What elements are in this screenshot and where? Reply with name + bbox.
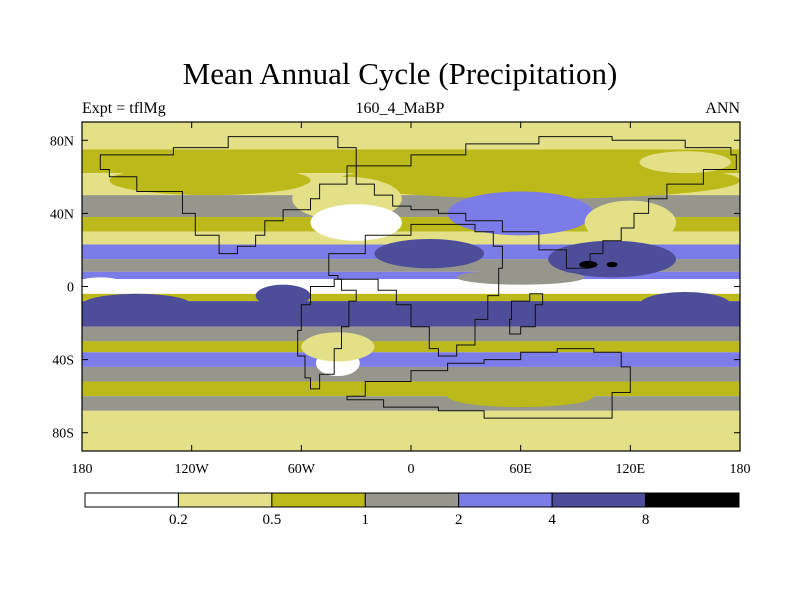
y-tick-label-2: 0 [67,281,74,296]
coastline-5 [509,293,544,335]
season-label: ANN [705,100,740,117]
x-axis: 180 120W 60W 0 60E 120E 180 [72,122,751,477]
precip-patch-12 [255,284,311,307]
precip-band-12 [82,326,740,342]
y-tick-label-0: 80N [50,134,74,149]
y-tick-label-3: 40S [52,354,74,369]
colorbar-swatch-1 [177,492,273,508]
colorbar-label-3: 2 [455,512,463,528]
precip-patch-8 [579,260,598,269]
y-tick-label-4: 80S [52,427,74,442]
precip-band-8 [82,271,740,280]
coastline-4 [346,348,631,419]
colorbar-swatch-0 [84,492,179,508]
precip-patch-15 [447,385,594,408]
precip-patch-13 [639,291,731,318]
precip-patch-18 [456,270,585,285]
precip-band-5 [82,231,740,245]
precip-band-17 [82,396,740,411]
colorbar-label-5: 8 [642,512,650,528]
precip-patch-5 [584,200,677,245]
period-label: 160_4_MaBP [355,100,445,117]
precip-patch-4 [447,191,594,236]
chart-title: Mean Annual Cycle (Precipitation) [182,56,618,91]
coastline-1 [355,136,737,269]
x-tick-label-0: 180 [72,462,93,477]
x-tick-label-6: 180 [730,462,751,477]
coastline-outline [99,136,737,419]
precip-band-10 [82,293,740,302]
y-axis: 80N 40N 0 40S 80S [50,134,740,442]
precip-patch-6 [548,240,677,278]
precip-band-9 [82,279,740,294]
precip-patch-0 [337,162,740,199]
y-tick-label-1: 40N [50,207,74,222]
x-tick-label-1: 120W [175,462,210,477]
coastline-0 [99,136,357,255]
colorbar-swatch-6 [645,492,740,508]
precip-band-14 [82,352,740,367]
colorbar-label-0: 0.2 [169,512,188,528]
precip-patch-11 [301,332,375,362]
experiment-label: Expt = tflMg [82,100,166,117]
colorbar-swatch-2 [271,492,366,508]
precip-band-16 [82,381,740,397]
precip-band-18 [82,410,740,426]
precip-patch-9 [606,261,618,268]
colorbar-swatch-3 [364,492,460,508]
colorbar-swatch-5 [551,492,647,508]
precip-patches [82,151,740,408]
precip-patch-17 [82,277,123,289]
precip-band-13 [82,341,740,353]
x-tick-label-4: 60E [509,462,532,477]
precip-patch-14 [82,293,192,316]
coastline-2 [328,223,503,357]
x-tick-label-2: 60W [288,462,316,477]
precip-patch-16 [639,151,731,174]
x-tick-label-5: 120E [616,462,646,477]
precip-patch-7 [374,238,485,269]
colorbar-label-2: 1 [362,512,370,528]
colorbar: 0.2 0.5 1 2 4 8 [84,492,740,528]
colorbar-swatch-4 [458,492,553,508]
x-tick-label-3: 0 [408,462,415,477]
colorbar-label-4: 4 [548,512,556,528]
precip-patch-1 [109,165,311,196]
coastline-3 [297,278,357,390]
colorbar-label-1: 0.5 [262,512,281,528]
precip-patch-3 [310,204,402,241]
